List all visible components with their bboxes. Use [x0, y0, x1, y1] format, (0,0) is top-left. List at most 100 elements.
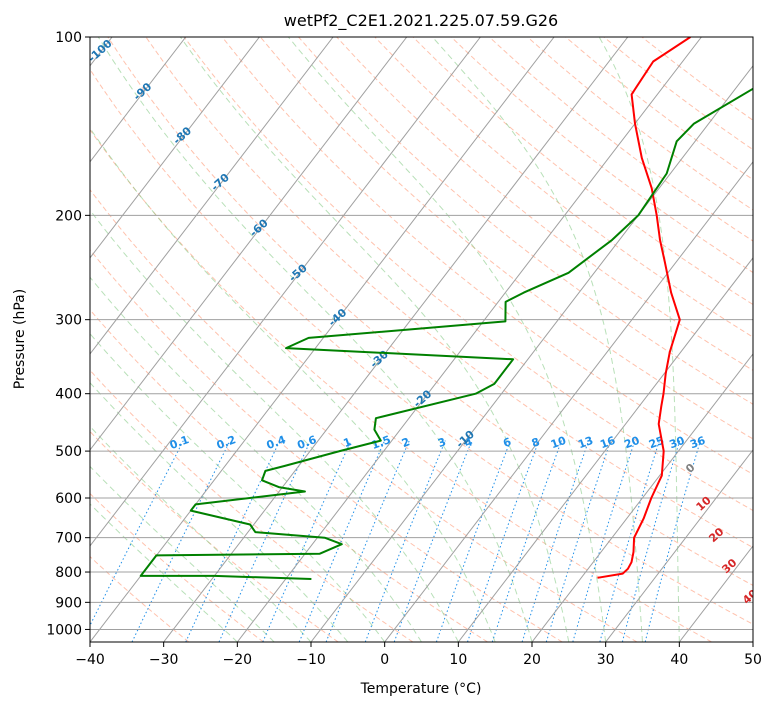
y-tick-label: 600 — [55, 491, 82, 507]
dry-adiabat-line — [260, 37, 753, 440]
y-tick-label: 100 — [55, 30, 82, 46]
dewpoint-profile-line — [139, 87, 753, 580]
temperature-profile-line — [597, 37, 691, 579]
y-axis-ticks: 100 200 300 400 500 600 700 800 900 1000 — [46, 30, 90, 638]
moist-adiabats — [90, 37, 680, 642]
isotherm-line — [163, 37, 629, 642]
x-axis-ticks: −40 −30 −20 −10 0 10 20 30 40 50 — [75, 642, 762, 668]
mixing-ratio-label: 0.2 — [215, 433, 238, 452]
mixing-ratio-label: 0.6 — [296, 433, 319, 452]
mixing-ratio-line — [262, 440, 352, 642]
isotherm-line — [531, 353, 753, 642]
isotherm-line — [605, 449, 753, 642]
dry-adiabat-line — [90, 248, 563, 642]
mixing-ratio-line — [621, 440, 681, 642]
moist-adiabat-line — [598, 37, 680, 642]
moist-adiabat-line — [90, 465, 275, 642]
y-tick-label: 300 — [55, 313, 82, 329]
mixing-ratio-label: 13 — [576, 434, 595, 451]
x-tick-label: 50 — [744, 652, 762, 668]
moist-adiabat-line — [432, 37, 643, 642]
x-axis-title: Temperature (°C) — [360, 681, 482, 697]
isotherm-line — [384, 161, 753, 642]
x-tick-label: 0 — [380, 652, 389, 668]
mixing-ratio-line — [572, 440, 636, 642]
mixing-ratio-label: 20 — [622, 434, 641, 452]
y-tick-label: 500 — [55, 444, 82, 460]
y-tick-label: 200 — [55, 208, 82, 224]
moist-adiabat-line — [90, 425, 312, 642]
dry-adiabat-line — [90, 555, 190, 642]
dry-adiabat-line — [298, 37, 753, 405]
plot-frame — [89, 36, 754, 643]
mixing-ratio-label: 1.5 — [370, 433, 393, 452]
isotherm-line — [90, 37, 260, 259]
x-tick-label: −30 — [149, 652, 179, 668]
moist-adiabat-line — [90, 276, 422, 642]
dry-adiabat-line — [107, 37, 753, 586]
mixing-ratio-line — [298, 440, 386, 642]
mixing-ratio-label: 3 — [436, 435, 448, 450]
isotherm-line — [90, 37, 481, 547]
x-tick-label: −40 — [75, 652, 105, 668]
mixing-ratio-lines — [90, 440, 701, 642]
moist-adiabat-line — [288, 37, 607, 642]
moist-adiabat-line — [90, 503, 238, 642]
profile-series — [139, 37, 753, 580]
moist-adiabat-line — [90, 332, 386, 642]
moist-adiabat-line — [97, 37, 533, 642]
isotherm-line — [310, 64, 753, 642]
dry-adiabat-line — [90, 188, 638, 642]
isotherm-line — [90, 37, 408, 451]
x-tick-label: −10 — [296, 652, 326, 668]
chart-title: wetPf2_C2E1.2021.225.07.59.G26 — [284, 11, 558, 31]
mixing-ratio-label: 6 — [501, 435, 513, 450]
y-tick-label: 800 — [55, 565, 82, 581]
mixing-ratio-label: 16 — [598, 434, 617, 452]
mixing-ratio-label: 1 — [342, 435, 354, 450]
y-axis-title: Pressure (hPa) — [12, 289, 28, 389]
mixing-ratio-label: 36 — [688, 434, 707, 452]
mixing-ratio-line — [467, 440, 540, 642]
y-tick-label: 900 — [55, 595, 82, 611]
dry-adiabat-line — [374, 37, 753, 338]
isotherm-line — [90, 37, 187, 163]
isobar-gridlines — [90, 37, 753, 630]
moist-adiabat-line — [90, 209, 459, 642]
x-tick-label: 30 — [597, 652, 615, 668]
mixing-ratio-line — [644, 440, 701, 642]
dry-adiabat-line — [90, 309, 488, 642]
x-tick-label: 20 — [523, 652, 541, 668]
mixing-ratio-label: 2 — [400, 435, 412, 450]
mixing-ratio-label: 4 — [463, 435, 475, 450]
moist-adiabat-line — [179, 37, 570, 642]
mixing-ratio-label: 8 — [530, 435, 542, 450]
mixing-ratio-label: 0.1 — [168, 433, 191, 452]
x-tick-label: 10 — [449, 652, 467, 668]
mixing-ratio-line — [599, 440, 660, 642]
dry-adiabat-line — [90, 68, 753, 625]
y-tick-label: 1000 — [46, 622, 82, 638]
y-tick-label: 400 — [55, 387, 82, 403]
mixing-ratio-line — [545, 440, 612, 642]
mixing-ratio-line — [131, 440, 231, 642]
isotherm-line — [90, 37, 334, 355]
isotherm-line — [457, 257, 753, 642]
mixing-ratio-label: 30 — [668, 434, 687, 452]
isotherm-line — [90, 37, 555, 642]
isotherm-line — [236, 37, 702, 642]
mixing-ratio-line — [90, 440, 184, 627]
skewed-isotherms — [90, 37, 753, 642]
dry-adiabat-line — [412, 37, 753, 306]
dry-adiabat-line — [183, 37, 753, 512]
y-tick-label: 700 — [55, 531, 82, 547]
mixing-ratio-label: 10 — [549, 434, 568, 452]
mixing-ratio-line — [218, 440, 311, 642]
x-tick-label: −20 — [223, 652, 253, 668]
mixing-ratio-line — [435, 440, 511, 642]
x-tick-label: 40 — [670, 652, 688, 668]
mixing-ratio-label: 0.4 — [265, 433, 288, 452]
moist-adiabat-line — [90, 127, 496, 642]
dry-adiabat-line — [90, 492, 264, 642]
